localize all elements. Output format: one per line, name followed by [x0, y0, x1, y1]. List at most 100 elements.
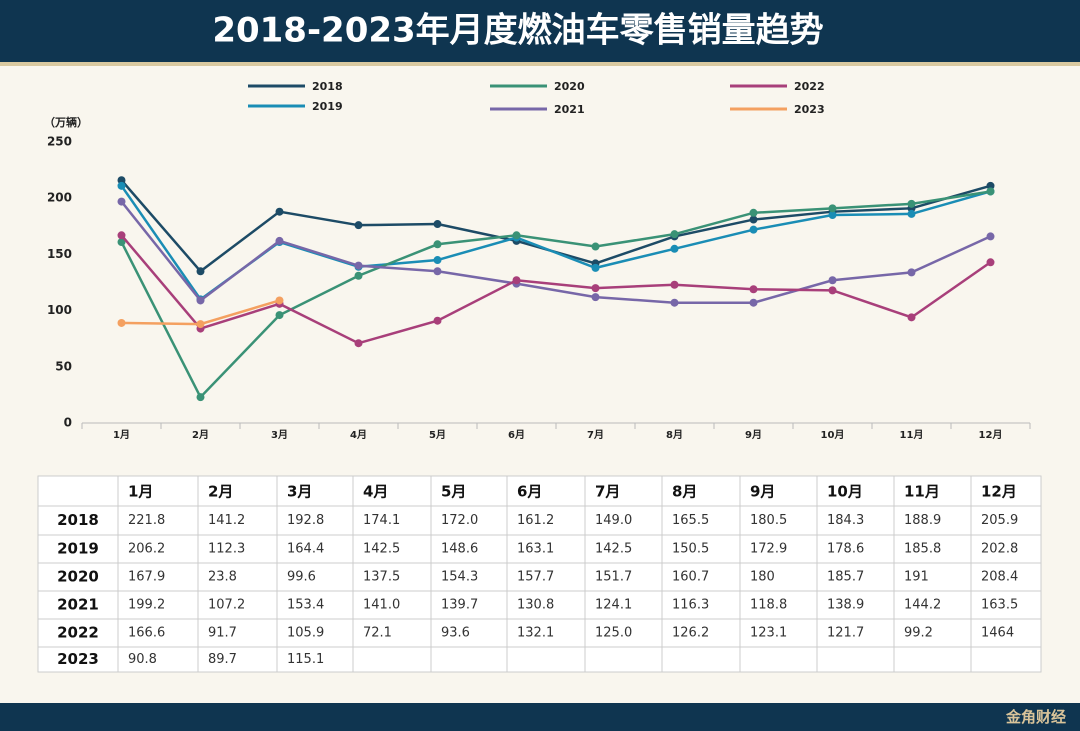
point: [354, 221, 363, 230]
table-row-label: 2019: [57, 540, 99, 558]
table: 1月 2月 3月 4月 5月 6月 7月 8月 9月 10月 11月 12月 2018 221.8 141.…: [37, 475, 1042, 673]
point: [591, 293, 600, 302]
point: [354, 339, 363, 348]
y-axis-label: （万辆）: [44, 115, 88, 129]
point: [433, 256, 442, 265]
point: [670, 244, 679, 253]
table-header: 12月: [981, 483, 1017, 501]
table-cell: 150.5: [672, 542, 709, 557]
table-row-label: 2023: [57, 650, 99, 668]
legend-label: 2020: [554, 80, 585, 93]
table-cell: 180.5: [750, 513, 787, 528]
table-cell: 199.2: [128, 598, 165, 613]
point: [275, 236, 284, 245]
table-cell: 118.8: [750, 598, 787, 613]
table-cell: 221.8: [128, 513, 165, 528]
point: [433, 316, 442, 325]
table-row-label: 2020: [57, 568, 99, 586]
series-line: [120, 234, 992, 345]
point: [117, 197, 126, 206]
point: [986, 232, 995, 241]
brand: 金角财经: [1005, 708, 1066, 726]
table-cell: 107.2: [208, 598, 245, 613]
point: [749, 215, 758, 224]
point: [907, 209, 916, 218]
point: [117, 238, 126, 247]
table-cell: 191: [904, 570, 929, 585]
table-cell: 206.2: [128, 542, 165, 557]
point: [670, 230, 679, 239]
table-cell: 141.2: [208, 513, 245, 528]
point: [749, 225, 758, 234]
point: [986, 258, 995, 267]
legend-label: 2023: [794, 103, 825, 116]
point: [828, 204, 837, 213]
table-header: 3月: [287, 483, 312, 501]
table-header: 4月: [363, 483, 388, 501]
legend-label: 2019: [312, 100, 343, 113]
table-cell: 157.7: [517, 570, 554, 585]
table-cell: 167.9: [128, 570, 165, 585]
table-cell: 124.1: [595, 598, 632, 613]
point: [591, 284, 600, 293]
table-cell: 192.8: [287, 513, 324, 528]
table-cell: 202.8: [981, 542, 1018, 557]
point: [354, 261, 363, 270]
y-tick-label: 150: [47, 247, 72, 261]
point: [275, 296, 284, 305]
point: [828, 286, 837, 295]
point: [433, 267, 442, 276]
table-cell: 90.8: [128, 652, 157, 667]
table-cell: 185.7: [827, 570, 864, 585]
table-bg: [37, 475, 1042, 673]
table-cell: 184.3: [827, 513, 864, 528]
table-cell: 112.3: [208, 542, 245, 557]
point: [828, 211, 837, 220]
series-line: [120, 200, 992, 304]
x-tick-label: 11月: [900, 429, 924, 441]
table-cell: 126.2: [672, 626, 709, 641]
table-header: 5月: [441, 483, 466, 501]
table-cell: 161.2: [517, 513, 554, 528]
table-cell: 205.9: [981, 513, 1018, 528]
table-cell: 180: [750, 570, 775, 585]
header-bar: [0, 0, 1080, 62]
y-tick-label: 200: [47, 191, 72, 205]
table-cell: 172.9: [750, 542, 787, 557]
table-cell: 23.8: [208, 570, 237, 585]
x-tick-label: 10月: [821, 429, 845, 441]
point: [196, 393, 205, 402]
x-tick-label: 2月: [192, 429, 209, 441]
point: [196, 320, 205, 329]
table-cell: 123.1: [750, 626, 787, 641]
point: [749, 208, 758, 217]
table-cell: 1464: [981, 626, 1014, 641]
x-tick-label: 5月: [429, 429, 446, 441]
x-tick-label: 1月: [113, 429, 130, 441]
table-cell: 178.6: [827, 542, 864, 557]
point: [433, 240, 442, 249]
table-cell: 138.9: [827, 598, 864, 613]
table-cell: 99.6: [287, 570, 316, 585]
point: [907, 268, 916, 277]
header-rule: [0, 62, 1080, 66]
y-tick-label: 0: [64, 416, 72, 430]
table-cell: 121.7: [827, 626, 864, 641]
table-cell: 141.0: [363, 598, 400, 613]
table-cell: 172.0: [441, 513, 478, 528]
point: [117, 318, 126, 327]
table-cell: 99.2: [904, 626, 933, 641]
point: [986, 181, 995, 190]
table-cell: 116.3: [672, 598, 709, 613]
table-cell: 160.7: [672, 570, 709, 585]
point: [907, 313, 916, 322]
series-line: [120, 179, 991, 273]
table-cell: 163.1: [517, 542, 554, 557]
y-tick-label: 250: [47, 135, 72, 149]
legend-label: 2021: [554, 103, 585, 116]
table-header: 2月: [208, 483, 233, 501]
x-tick-label: 8月: [666, 429, 683, 441]
table-cell: 166.6: [128, 626, 165, 641]
point: [986, 187, 995, 196]
